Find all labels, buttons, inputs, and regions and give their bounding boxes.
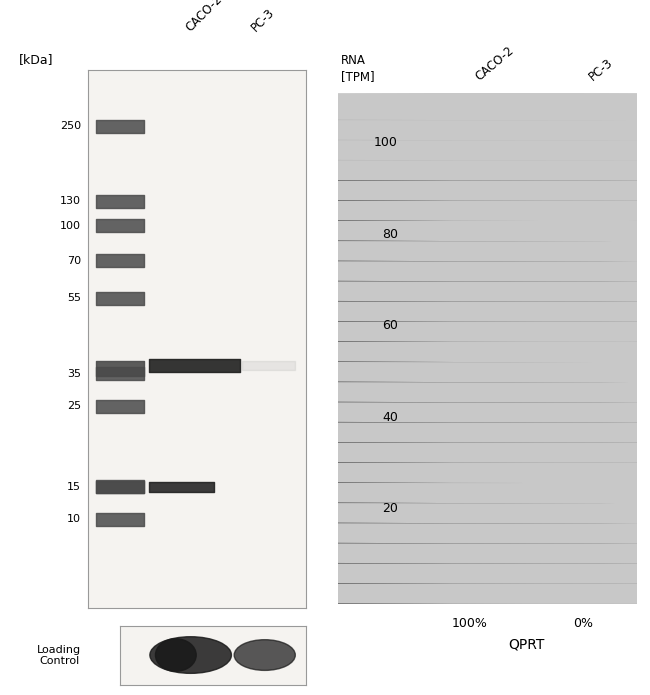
FancyBboxPatch shape bbox=[161, 275, 650, 302]
FancyBboxPatch shape bbox=[47, 133, 650, 161]
FancyBboxPatch shape bbox=[161, 496, 650, 523]
Text: 10: 10 bbox=[67, 514, 81, 524]
FancyBboxPatch shape bbox=[161, 295, 650, 322]
Text: PC-3: PC-3 bbox=[249, 6, 277, 35]
Text: 130: 130 bbox=[60, 197, 81, 206]
FancyBboxPatch shape bbox=[161, 93, 650, 120]
FancyBboxPatch shape bbox=[47, 234, 650, 261]
FancyBboxPatch shape bbox=[161, 133, 650, 161]
FancyBboxPatch shape bbox=[47, 375, 650, 402]
FancyBboxPatch shape bbox=[47, 516, 650, 543]
Text: CACO-2: CACO-2 bbox=[183, 0, 225, 35]
FancyBboxPatch shape bbox=[47, 335, 650, 362]
FancyBboxPatch shape bbox=[161, 254, 650, 281]
Text: Loading
Control: Loading Control bbox=[37, 644, 81, 667]
Ellipse shape bbox=[150, 637, 231, 673]
Text: 0%: 0% bbox=[573, 617, 593, 630]
FancyBboxPatch shape bbox=[47, 476, 650, 503]
FancyBboxPatch shape bbox=[161, 214, 650, 241]
FancyBboxPatch shape bbox=[161, 335, 650, 362]
Text: 15: 15 bbox=[67, 482, 81, 492]
FancyBboxPatch shape bbox=[47, 456, 650, 483]
Text: 100: 100 bbox=[374, 136, 398, 149]
FancyBboxPatch shape bbox=[47, 557, 650, 584]
Text: 100%: 100% bbox=[452, 617, 488, 630]
FancyBboxPatch shape bbox=[161, 154, 650, 181]
Text: QPRT: QPRT bbox=[508, 637, 545, 651]
FancyBboxPatch shape bbox=[47, 436, 650, 463]
FancyBboxPatch shape bbox=[161, 537, 650, 564]
FancyBboxPatch shape bbox=[161, 516, 650, 543]
FancyBboxPatch shape bbox=[47, 496, 650, 523]
FancyBboxPatch shape bbox=[161, 355, 650, 382]
FancyBboxPatch shape bbox=[161, 577, 650, 604]
Ellipse shape bbox=[234, 639, 295, 671]
Text: 40: 40 bbox=[382, 411, 398, 424]
FancyBboxPatch shape bbox=[47, 395, 650, 423]
FancyBboxPatch shape bbox=[47, 315, 650, 342]
FancyBboxPatch shape bbox=[161, 234, 650, 261]
Text: 70: 70 bbox=[67, 256, 81, 265]
Text: CACO-2: CACO-2 bbox=[473, 44, 516, 83]
Ellipse shape bbox=[155, 639, 196, 671]
Text: [kDa]: [kDa] bbox=[18, 53, 53, 65]
FancyBboxPatch shape bbox=[47, 577, 650, 604]
Text: 250: 250 bbox=[60, 121, 81, 131]
FancyBboxPatch shape bbox=[47, 174, 650, 201]
FancyBboxPatch shape bbox=[161, 375, 650, 402]
FancyBboxPatch shape bbox=[47, 275, 650, 302]
FancyBboxPatch shape bbox=[47, 154, 650, 181]
Text: 60: 60 bbox=[382, 319, 398, 332]
Text: 25: 25 bbox=[67, 401, 81, 411]
FancyBboxPatch shape bbox=[47, 537, 650, 564]
FancyBboxPatch shape bbox=[47, 93, 650, 120]
FancyBboxPatch shape bbox=[47, 254, 650, 281]
FancyBboxPatch shape bbox=[47, 194, 650, 221]
Text: RNA
[TPM]: RNA [TPM] bbox=[341, 54, 374, 83]
Text: 35: 35 bbox=[67, 369, 81, 379]
FancyBboxPatch shape bbox=[161, 456, 650, 483]
FancyBboxPatch shape bbox=[161, 557, 650, 584]
FancyBboxPatch shape bbox=[47, 113, 650, 140]
FancyBboxPatch shape bbox=[47, 416, 650, 443]
FancyBboxPatch shape bbox=[161, 395, 650, 423]
FancyBboxPatch shape bbox=[47, 214, 650, 241]
Text: 100: 100 bbox=[60, 221, 81, 231]
Text: 55: 55 bbox=[67, 293, 81, 304]
FancyBboxPatch shape bbox=[161, 476, 650, 503]
FancyBboxPatch shape bbox=[161, 315, 650, 342]
Text: 20: 20 bbox=[382, 502, 398, 516]
FancyBboxPatch shape bbox=[47, 295, 650, 322]
Text: 80: 80 bbox=[382, 227, 398, 240]
Text: PC-3: PC-3 bbox=[586, 56, 615, 83]
FancyBboxPatch shape bbox=[161, 436, 650, 463]
FancyBboxPatch shape bbox=[161, 194, 650, 221]
FancyBboxPatch shape bbox=[161, 174, 650, 201]
Text: High: High bbox=[180, 634, 209, 647]
FancyBboxPatch shape bbox=[161, 416, 650, 443]
FancyBboxPatch shape bbox=[47, 355, 650, 382]
Text: Low: Low bbox=[254, 634, 279, 647]
FancyBboxPatch shape bbox=[161, 113, 650, 140]
